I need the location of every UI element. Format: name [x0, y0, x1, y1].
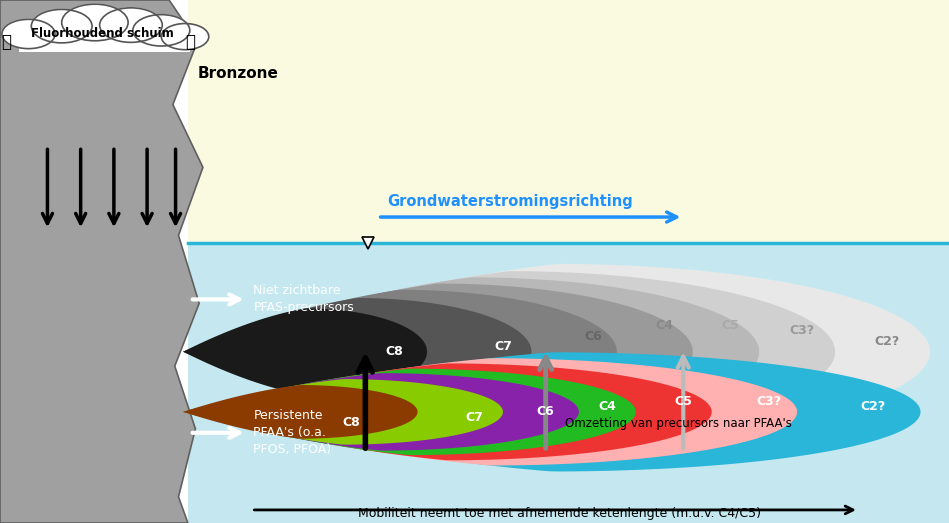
Text: Persistente
PFAA's (o.a.
PFOS, PFOA): Persistente PFAA's (o.a. PFOS, PFOA) — [253, 410, 331, 456]
Circle shape — [161, 24, 209, 50]
Text: C5: C5 — [722, 319, 739, 332]
Circle shape — [133, 15, 190, 46]
Polygon shape — [183, 298, 531, 405]
Text: C3?: C3? — [756, 395, 781, 408]
Polygon shape — [183, 373, 579, 451]
Polygon shape — [183, 363, 712, 460]
Text: C4: C4 — [599, 400, 616, 413]
Text: Bronzone: Bronzone — [197, 66, 278, 81]
Text: C6: C6 — [585, 329, 602, 343]
Text: Grondwaterstromingsrichting: Grondwaterstromingsrichting — [387, 194, 633, 209]
Text: C8: C8 — [385, 345, 402, 358]
Polygon shape — [0, 0, 203, 523]
Polygon shape — [183, 379, 503, 445]
Text: C2?: C2? — [861, 400, 885, 413]
Text: Niet zichtbare
PFAS-precursors: Niet zichtbare PFAS-precursors — [253, 285, 354, 314]
Circle shape — [62, 4, 128, 41]
Polygon shape — [188, 0, 949, 243]
Polygon shape — [183, 271, 835, 433]
Polygon shape — [183, 385, 418, 439]
Text: 🔥: 🔥 — [185, 33, 195, 51]
Polygon shape — [19, 39, 190, 52]
Text: Omzetting van precursors naar PFAA's: Omzetting van precursors naar PFAA's — [565, 417, 791, 430]
Text: Mobiliteit neemt toe met afnemende ketenlengte (m.u.v. C4/C5): Mobiliteit neemt toe met afnemende keten… — [359, 507, 761, 520]
Polygon shape — [188, 243, 949, 523]
Polygon shape — [183, 358, 797, 465]
Text: Fluorhoudend schuim: Fluorhoudend schuim — [31, 28, 174, 40]
Polygon shape — [183, 369, 636, 455]
Circle shape — [100, 8, 162, 42]
Text: C8: C8 — [343, 416, 360, 429]
Text: C4: C4 — [656, 319, 673, 332]
Polygon shape — [183, 277, 759, 426]
Polygon shape — [183, 264, 930, 439]
Circle shape — [2, 19, 55, 49]
Polygon shape — [183, 309, 427, 395]
Text: C7: C7 — [466, 411, 483, 424]
Text: 🔥: 🔥 — [2, 33, 11, 51]
Circle shape — [31, 9, 92, 43]
Text: C2?: C2? — [875, 335, 900, 348]
Text: C5: C5 — [675, 395, 692, 408]
Text: C6: C6 — [537, 405, 554, 418]
Polygon shape — [183, 283, 693, 420]
Polygon shape — [183, 290, 617, 414]
Polygon shape — [183, 353, 921, 471]
Text: C3?: C3? — [790, 324, 814, 337]
Text: C7: C7 — [494, 340, 512, 353]
